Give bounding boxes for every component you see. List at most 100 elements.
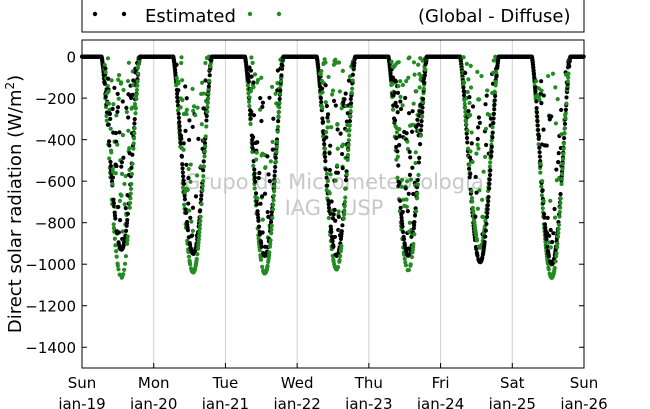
measured-point-1413	[350, 86, 355, 91]
estimated-point-1612	[396, 163, 401, 168]
measured-point-633	[200, 183, 205, 188]
estimated-point-972	[267, 179, 272, 184]
measured-point-603	[196, 243, 201, 248]
measured-point-2477	[558, 200, 563, 206]
measured-point-619	[198, 214, 203, 220]
measured-point-1021	[275, 139, 280, 144]
measured-point-837	[247, 95, 252, 100]
estimated-point-450	[173, 70, 178, 75]
estimated-point-2126	[489, 149, 494, 154]
measured-point-2117	[488, 160, 493, 165]
estimated-point-1254	[326, 198, 331, 203]
measured-point-2025	[474, 151, 479, 156]
estimated-point-1700	[409, 234, 414, 239]
estimated-point-1318	[335, 170, 341, 175]
measured-point-2465	[556, 226, 561, 232]
estimated-point-1684	[406, 111, 412, 116]
legend-marker-measured	[247, 11, 253, 17]
estimated-point-2482	[559, 107, 564, 113]
estimated-point-476	[177, 119, 182, 125]
measured-point-1999	[470, 159, 475, 165]
estimated-point-858	[250, 146, 255, 151]
estimated-point-1950	[463, 70, 468, 76]
legend-marker-measured-2	[276, 11, 282, 17]
measured-point-575	[191, 104, 197, 109]
estimated-point-1288	[331, 244, 336, 249]
estimated-point-2026	[474, 190, 479, 195]
estimated-point-522	[184, 210, 189, 215]
measured-point-885	[254, 150, 259, 155]
measured-point-2409	[548, 198, 553, 203]
measured-point-2349	[539, 184, 544, 189]
measured-point-283	[131, 136, 137, 141]
estimated-point-2114	[487, 177, 492, 182]
measured-point-635	[200, 178, 206, 184]
estimated-point-926	[260, 100, 266, 105]
measured-point-583	[193, 113, 198, 118]
estimated-point-1790	[422, 73, 427, 78]
estimated-point-1042	[278, 88, 283, 93]
estimated-point-1310	[334, 253, 339, 258]
estimated-point-2374	[542, 222, 548, 227]
x-tick-date-4: jan-23	[344, 395, 392, 409]
estimated-point-1252	[325, 112, 331, 117]
measured-point-1031	[276, 114, 281, 120]
estimated-point-266	[129, 165, 134, 170]
estimated-point-114	[106, 122, 111, 127]
estimated-point-1292	[331, 98, 337, 103]
estimated-point-2148	[492, 98, 497, 103]
measured-point-2331	[536, 142, 541, 147]
estimated-point-1406	[348, 101, 354, 106]
measured-point-1719	[412, 232, 417, 237]
measured-point-2451	[554, 251, 559, 256]
measured-point-1713	[411, 241, 416, 247]
estimated-point-466	[175, 99, 180, 104]
estimated-point-2340	[537, 154, 543, 159]
estimated-point-2110	[487, 186, 492, 191]
estimated-point-2536	[567, 64, 572, 69]
measured-point-167	[114, 254, 119, 259]
measured-point-1333	[338, 253, 343, 259]
measured-point-605	[196, 240, 201, 245]
legend-marker-estimated-2	[121, 11, 127, 17]
measured-point-497	[180, 97, 185, 103]
estimated-point-890	[255, 209, 260, 214]
measured-point-1687	[407, 55, 412, 60]
measured-point-629	[200, 80, 205, 85]
estimated-point-92	[103, 66, 108, 71]
measured-point-1001	[272, 188, 277, 194]
estimated-point-1708	[410, 109, 415, 114]
estimated-point-1610	[395, 90, 401, 95]
measured-point-825	[245, 83, 250, 88]
estimated-point-2104	[486, 199, 491, 204]
estimated-point-2146	[492, 102, 497, 107]
measured-point-1643	[400, 82, 406, 88]
measured-point-2445	[553, 259, 558, 264]
estimated-point-2364	[541, 127, 546, 132]
measured-point-1019	[274, 144, 279, 149]
measured-point-1341	[339, 243, 344, 249]
measured-point-2439	[552, 265, 557, 271]
measured-point-625	[199, 202, 204, 207]
estimated-point-2514	[563, 107, 569, 112]
measured-point-1613	[396, 84, 401, 89]
estimated-point-1266	[328, 143, 333, 148]
estimated-point-2024	[474, 246, 479, 252]
measured-point-1025	[275, 129, 280, 134]
estimated-point-1262	[327, 151, 332, 156]
estimated-point-1752	[417, 155, 422, 161]
estimated-point-1688	[407, 149, 412, 155]
estimated-point-1718	[412, 223, 417, 228]
measured-point-2353	[539, 193, 544, 198]
measured-point-209	[120, 133, 126, 138]
estimated-point-562	[190, 233, 195, 238]
estimated-point-1282	[330, 239, 335, 244]
estimated-point-1964	[465, 140, 470, 145]
estimated-point-2084	[483, 234, 488, 239]
measured-point-1949	[462, 105, 468, 111]
measured-point-665	[205, 105, 210, 110]
estimated-point-680	[207, 73, 212, 78]
measured-point-87	[102, 62, 107, 68]
estimated-point-2002	[470, 104, 476, 109]
estimated-point-172	[115, 109, 120, 114]
